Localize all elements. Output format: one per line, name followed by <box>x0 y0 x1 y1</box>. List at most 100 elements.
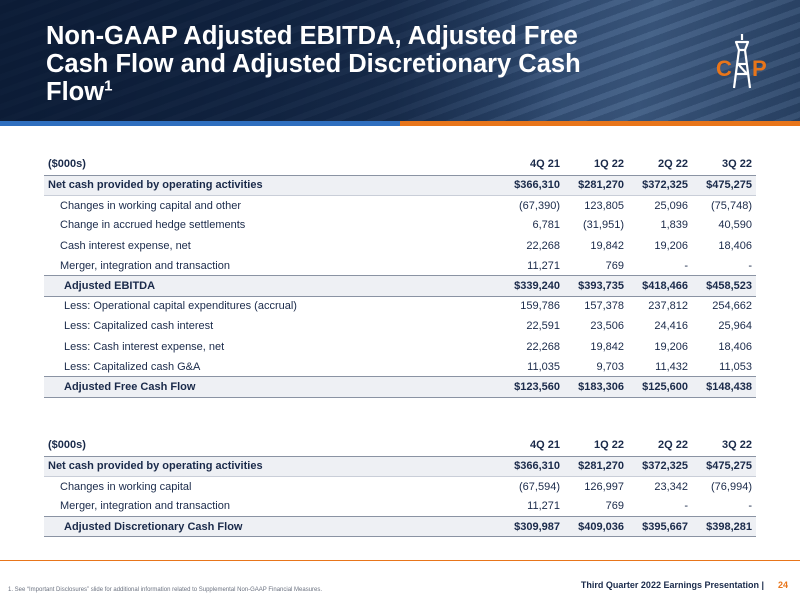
table-row: Merger, integration and transaction 11,2… <box>44 256 756 276</box>
table-cell: 18,406 <box>718 239 752 252</box>
table-row: Less: Cash interest expense, net 22,268 … <box>44 337 756 357</box>
table-cell: $398,281 <box>692 516 756 538</box>
discretionary-cash-flow-table: ($000s) 4Q 21 1Q 22 2Q 22 3Q 22 Net cash… <box>44 434 756 538</box>
column-header: 2Q 22 <box>628 434 692 457</box>
table-cell: 769 <box>605 259 624 272</box>
table-cell: $148,438 <box>692 376 756 398</box>
table-cell: $281,270 <box>564 175 628 196</box>
table-row: Changes in working capital (67,594) 126,… <box>44 476 756 496</box>
table-row: Change in accrued hedge settlements 6,78… <box>44 215 756 235</box>
table-header-row: ($000s) 4Q 21 1Q 22 2Q 22 3Q 22 <box>44 434 756 457</box>
table-cell: 25,096 <box>654 199 688 212</box>
table-cell: 11,053 <box>719 360 752 373</box>
table-cell: - <box>684 259 688 272</box>
table-cell: (31,951) <box>583 219 624 232</box>
row-label: Less: Cash interest expense, net <box>64 340 225 353</box>
accent-band-orange <box>400 121 800 126</box>
presentation-label: Third Quarter 2022 Earnings Presentation… <box>580 580 764 590</box>
table-cell: 19,206 <box>654 239 688 252</box>
table-row: Less: Capitalized cash G&A 11,035 9,703 … <box>44 357 756 377</box>
table-row: Cash interest expense, net 22,268 19,842… <box>44 236 756 256</box>
table-cell: $339,240 <box>500 275 564 297</box>
table-header-row: ($000s) 4Q 21 1Q 22 2Q 22 3Q 22 <box>44 153 756 176</box>
table-cell: 11,271 <box>527 259 560 272</box>
row-label: Change in accrued hedge settlements <box>60 219 246 232</box>
table-cell: $125,600 <box>628 376 692 398</box>
table-cell: 40,590 <box>718 219 752 232</box>
table-cell: 6,781 <box>532 219 560 232</box>
footer-divider <box>0 560 800 561</box>
row-label: Net cash provided by operating activitie… <box>44 175 500 196</box>
table-row: Net cash provided by operating activitie… <box>44 175 756 196</box>
table-cell: 19,842 <box>590 340 624 353</box>
table-cell: $475,275 <box>692 175 756 196</box>
table-cell: $281,270 <box>564 456 628 477</box>
table-cell: 769 <box>605 500 624 513</box>
row-label: Changes in working capital and other <box>60 199 242 212</box>
table-cell: - <box>684 500 688 513</box>
table-cell: - <box>748 500 752 513</box>
total-row: Adjusted Discretionary Cash Flow $309,98… <box>44 516 756 538</box>
accent-band-blue <box>0 121 400 126</box>
logo-letter-c: C <box>716 56 732 81</box>
table-cell: $458,523 <box>692 275 756 297</box>
table-cell: $372,325 <box>628 175 692 196</box>
header-banner <box>0 0 800 121</box>
table-cell: 11,432 <box>655 360 688 373</box>
table-cell: 11,035 <box>527 360 560 373</box>
column-header: 1Q 22 <box>564 153 628 176</box>
total-row: Adjusted Free Cash Flow $123,560 $183,30… <box>44 376 756 398</box>
table-cell: $395,667 <box>628 516 692 538</box>
table-cell: 25,964 <box>718 320 752 333</box>
column-header: 2Q 22 <box>628 153 692 176</box>
table-cell: 19,842 <box>590 239 624 252</box>
table-cell: 22,268 <box>526 239 560 252</box>
row-label: Merger, integration and transaction <box>60 500 230 513</box>
units-label: ($000s) <box>44 153 500 176</box>
table-cell: $393,735 <box>564 275 628 297</box>
table-cell: - <box>748 259 752 272</box>
table-cell: (75,748) <box>711 199 752 212</box>
table-cell: (67,594) <box>519 480 560 493</box>
table-row: Net cash provided by operating activitie… <box>44 456 756 477</box>
table-row: Less: Capitalized cash interest 22,591 2… <box>44 316 756 336</box>
row-label: Changes in working capital <box>60 480 192 493</box>
table-cell: 9,703 <box>596 360 624 373</box>
row-label: Merger, integration and transaction <box>60 259 230 272</box>
table-cell: 1,839 <box>660 219 688 232</box>
row-label: Adjusted Free Cash Flow <box>44 376 500 398</box>
table-cell: 157,378 <box>584 300 624 313</box>
row-label: Adjusted EBITDA <box>44 275 500 297</box>
table-cell: 19,206 <box>654 340 688 353</box>
table-cell: $123,560 <box>500 376 564 398</box>
subtotal-row: Adjusted EBITDA $339,240 $393,735 $418,4… <box>44 275 756 297</box>
column-header: 4Q 21 <box>500 434 564 457</box>
table-row: Merger, integration and transaction 11,2… <box>44 496 756 516</box>
table-cell: $183,306 <box>564 376 628 398</box>
table-cell: (76,994) <box>711 480 752 493</box>
column-header: 4Q 21 <box>500 153 564 176</box>
ebitda-fcf-table: ($000s) 4Q 21 1Q 22 2Q 22 3Q 22 Net cash… <box>44 153 756 398</box>
page-number: 24 <box>777 580 788 590</box>
table-cell: $475,275 <box>692 456 756 477</box>
footnote: 1. See “Important Disclosures” slide for… <box>8 587 323 593</box>
table-row: Less: Operational capital expenditures (… <box>44 296 756 316</box>
table-cell: 23,342 <box>654 480 688 493</box>
row-label: Adjusted Discretionary Cash Flow <box>44 516 500 538</box>
row-label: Less: Capitalized cash G&A <box>64 360 201 373</box>
table-cell: $366,310 <box>500 175 564 196</box>
row-label: Cash interest expense, net <box>60 239 191 252</box>
table-cell: 159,786 <box>520 300 560 313</box>
table-row: Changes in working capital and other (67… <box>44 195 756 215</box>
table-cell: $309,987 <box>500 516 564 538</box>
row-label: Less: Operational capital expenditures (… <box>64 300 297 313</box>
table-cell: 11,271 <box>527 500 560 513</box>
table-cell: $418,466 <box>628 275 692 297</box>
table-cell: $366,310 <box>500 456 564 477</box>
page-title: Non-GAAP Adjusted EBITDA, Adjusted Free … <box>46 22 581 106</box>
table-cell: (67,390) <box>519 199 560 212</box>
row-label: Net cash provided by operating activitie… <box>44 456 500 477</box>
table-cell: 123,805 <box>584 199 624 212</box>
company-logo: C P <box>716 34 767 89</box>
units-label: ($000s) <box>44 434 500 457</box>
